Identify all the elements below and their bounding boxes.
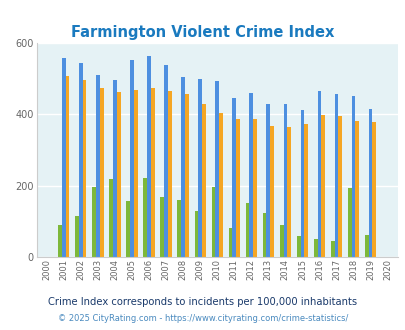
Bar (266, 104, 270, 257)
Bar (79, 63, 83, 257)
Bar (313, 239, 317, 257)
Bar (147, 56, 151, 257)
Text: Crime Index corresponds to incidents per 100,000 inhabitants: Crime Index corresponds to incidents per… (48, 297, 357, 307)
Bar (113, 80, 117, 257)
Bar (351, 96, 354, 257)
Bar (245, 203, 249, 257)
Bar (304, 124, 307, 257)
Bar (249, 93, 253, 257)
Bar (160, 197, 164, 257)
Bar (177, 200, 181, 257)
Bar (117, 92, 120, 257)
Bar (92, 187, 96, 257)
Bar (130, 60, 134, 257)
Bar (283, 104, 287, 257)
Bar (109, 179, 113, 257)
Bar (287, 126, 290, 257)
Bar (83, 80, 86, 257)
Bar (253, 119, 256, 257)
Bar (270, 126, 273, 257)
Bar (347, 188, 351, 257)
Bar (334, 94, 337, 257)
Bar (232, 98, 236, 257)
Bar (296, 236, 300, 257)
Bar (96, 75, 100, 257)
Bar (194, 211, 198, 257)
Bar (215, 81, 219, 257)
Text: Farmington Violent Crime Index: Farmington Violent Crime Index (71, 25, 334, 41)
Bar (211, 187, 215, 257)
Bar (100, 87, 103, 257)
Bar (151, 88, 154, 257)
Bar (58, 225, 62, 257)
Bar (364, 235, 368, 257)
Bar (66, 76, 69, 257)
Bar (330, 241, 334, 257)
Bar (75, 216, 79, 257)
Bar (181, 77, 185, 257)
Bar (143, 178, 147, 257)
Bar (236, 119, 239, 257)
Bar (198, 79, 202, 257)
Bar (262, 214, 266, 257)
Bar (219, 113, 222, 257)
Bar (337, 116, 341, 257)
Bar (300, 110, 304, 257)
Bar (228, 228, 232, 257)
Bar (185, 94, 188, 257)
Bar (354, 121, 358, 257)
Bar (62, 58, 66, 257)
Bar (321, 115, 324, 257)
Bar (168, 91, 171, 257)
Bar (317, 91, 321, 257)
Bar (126, 201, 130, 257)
Text: © 2025 CityRating.com - https://www.cityrating.com/crime-statistics/: © 2025 CityRating.com - https://www.city… (58, 314, 347, 323)
Bar (368, 109, 371, 257)
Bar (164, 65, 168, 257)
Bar (134, 90, 137, 257)
Bar (279, 224, 283, 257)
Bar (202, 104, 205, 257)
Bar (371, 122, 375, 257)
